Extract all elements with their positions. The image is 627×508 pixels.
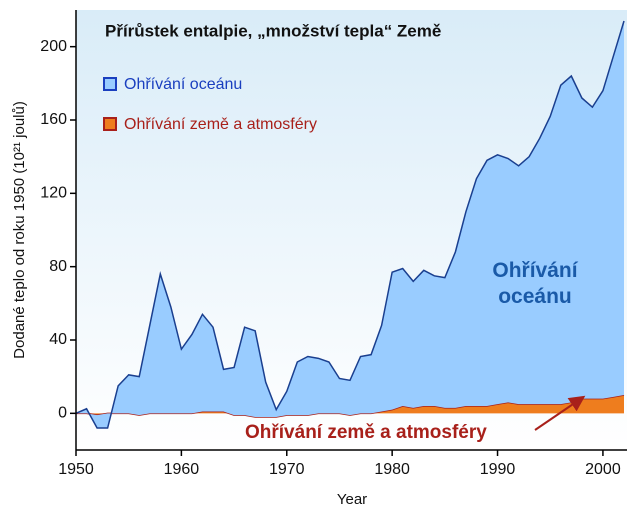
x-tick-label: 1990 (480, 461, 516, 478)
area-line (75, 20, 625, 429)
legend-label: Ohřívání země a atmosféry (124, 116, 317, 133)
annotation: Ohřívání země a atmosféry (245, 422, 487, 443)
chart-title: Přírůstek entalpie, „množství tepla“ Zem… (105, 21, 441, 40)
legend-swatch (103, 117, 117, 131)
x-axis-label: Year (337, 491, 367, 508)
legend-swatch (103, 77, 117, 91)
y-tick-label: 160 (40, 111, 67, 128)
y-axis-label: Dodané teplo od roku 1950 (10²¹ joulů) (11, 101, 28, 359)
x-tick-label: 1980 (374, 461, 410, 478)
y-tick-label: 200 (40, 38, 67, 55)
y-tick-label: 80 (49, 258, 67, 275)
area (76, 21, 624, 428)
annotation: Ohřívání oceánu (492, 259, 578, 308)
x-tick-label: 2000 (585, 461, 621, 478)
x-tick-label: 1960 (164, 461, 200, 478)
y-tick-label: 120 (40, 185, 67, 202)
annotation-arrow (534, 395, 586, 431)
y-tick-label: 40 (49, 331, 67, 348)
y-tick-label: 0 (58, 405, 67, 422)
annotation-box: Ohřívání oceánu (492, 259, 578, 308)
x-tick-label: 1970 (269, 461, 305, 478)
legend-label: Ohřívání oceánu (124, 76, 242, 93)
x-tick-label: 1950 (58, 461, 94, 478)
